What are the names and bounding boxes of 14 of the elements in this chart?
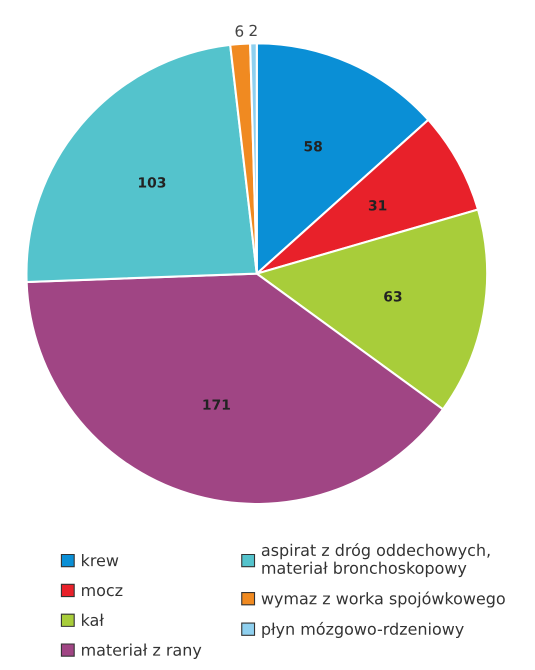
legend-label: aspirat z dróg oddechowych, materiał bronchoskopowy	[262, 543, 490, 578]
legend-label: kał	[82, 614, 104, 626]
data-label: 2	[250, 24, 257, 36]
data-label: 58	[304, 140, 322, 152]
data-label: 103	[139, 177, 166, 188]
data-label: 63	[384, 291, 402, 302]
legend-label: materiał z rany	[82, 644, 202, 659]
data-label: 31	[368, 200, 386, 211]
data-label: 171	[203, 400, 230, 410]
data-label: 6	[236, 25, 244, 37]
legend-label: wymaz z worka spojówkowego	[262, 591, 505, 608]
legend-label: krew	[82, 554, 118, 566]
legend-label: mocz	[82, 587, 122, 596]
legend-label: płyn mózgowo-rdzeniowy	[262, 622, 464, 638]
